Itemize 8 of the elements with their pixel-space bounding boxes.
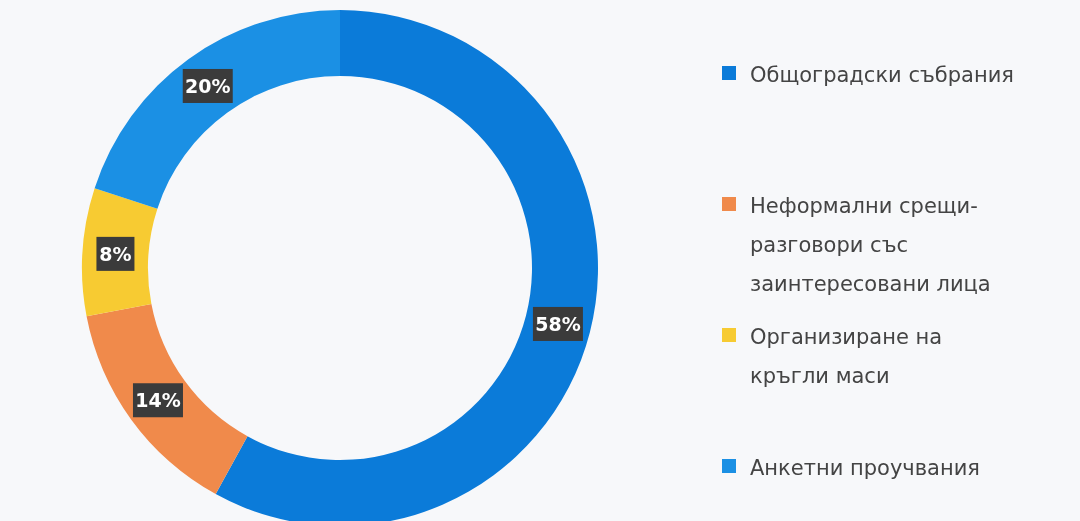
data-label: 14% [135, 389, 181, 412]
data-label: 8% [99, 242, 132, 265]
data-label: 58% [535, 312, 581, 335]
legend-label: Организиране на кръгли маси [750, 325, 943, 388]
legend-label: Неформални срещи-разговори със заинтересовани лица [750, 194, 991, 296]
legend-label: Общоградски събрания [750, 63, 1014, 87]
data-label: 20% [185, 74, 231, 97]
legend-label: Анкетни проучвания [750, 456, 980, 480]
